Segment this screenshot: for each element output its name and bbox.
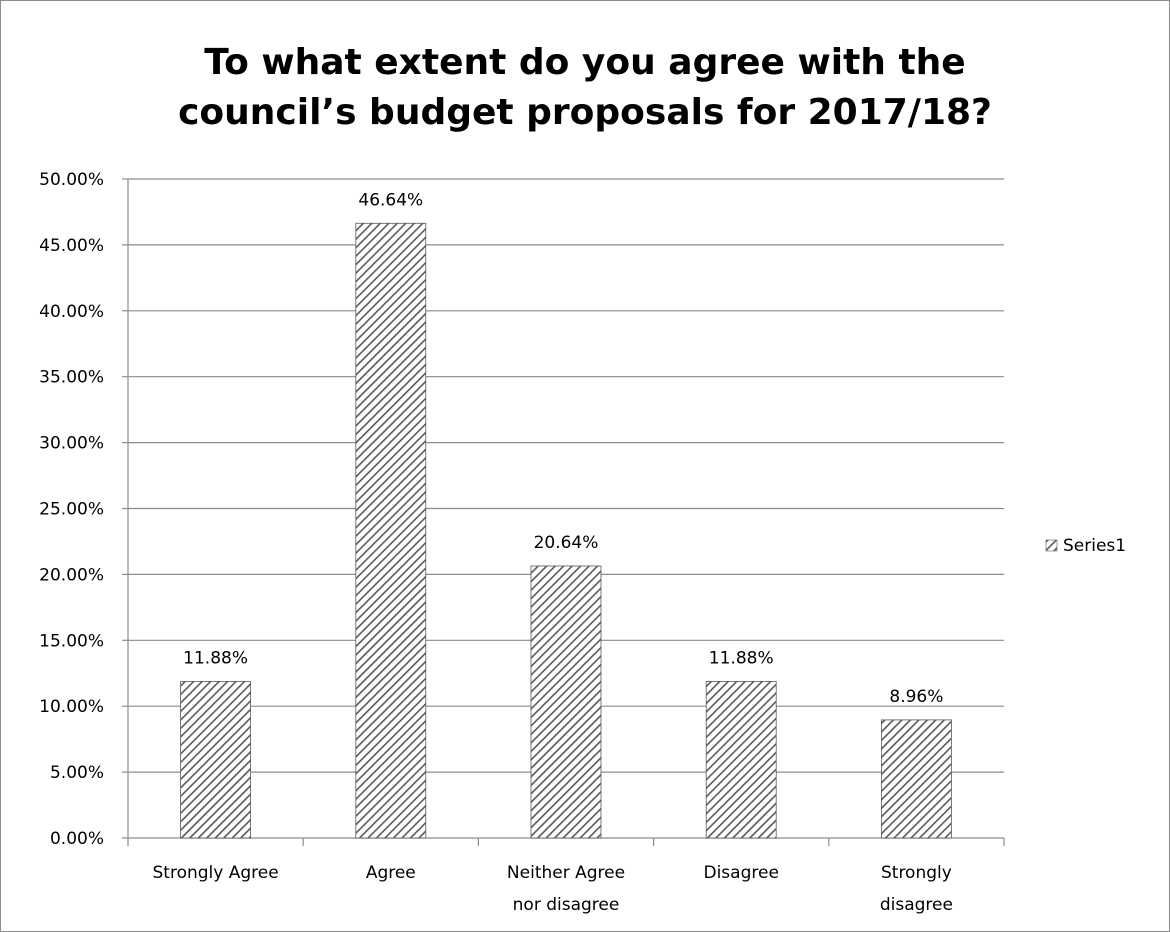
bar <box>180 681 252 839</box>
y-tick-label: 30.00% <box>39 434 104 454</box>
y-tick-label: 35.00% <box>39 368 104 388</box>
data-label: 8.96% <box>889 687 943 707</box>
legend: Series1 <box>1045 536 1126 556</box>
bar <box>355 222 427 839</box>
y-tick-label: 50.00% <box>39 170 104 190</box>
legend-swatch <box>1045 539 1058 552</box>
y-tick-label: 15.00% <box>39 631 104 651</box>
category-label: Agree <box>366 863 416 883</box>
bar <box>705 681 777 839</box>
bars <box>180 222 952 839</box>
legend-label: Series1 <box>1063 536 1126 556</box>
bar <box>530 565 602 839</box>
data-label: 20.64% <box>534 533 599 553</box>
y-tick-label: 20.00% <box>39 565 104 585</box>
category-label: Strongly <box>881 863 952 883</box>
y-tick-label: 40.00% <box>39 302 104 322</box>
category-label: nor disagree <box>513 895 620 915</box>
y-tick-label: 5.00% <box>50 763 104 783</box>
data-label: 46.64% <box>358 190 423 210</box>
category-label: Strongly Agree <box>153 863 279 883</box>
data-label: 11.88% <box>709 648 774 668</box>
chart-title-line-1: To what extent do you agree with the <box>204 42 966 83</box>
y-tick-label: 10.00% <box>39 697 104 717</box>
x-axis: Strongly Agree Agree Neither Agree nor disa… <box>127 837 1005 915</box>
data-labels: 11.88% 46.64% 20.64% 11.88% 8.96% <box>183 190 943 707</box>
chart-title-line-2: council’s budget proposals for 2017/18? <box>178 92 992 133</box>
bar <box>881 719 952 839</box>
category-label: Neither Agree <box>507 863 625 883</box>
y-axis: 0.00% 5.00% 10.00% 15.00% 20.00% 25.00% 30.00%… <box>39 170 129 849</box>
data-label: 11.88% <box>183 648 248 668</box>
y-tick-label: 45.00% <box>39 236 104 256</box>
category-label: Disagree <box>703 863 778 883</box>
y-tick-label: 0.00% <box>50 829 104 849</box>
y-tick-label: 25.00% <box>39 500 104 520</box>
category-label: disagree <box>880 895 953 915</box>
chart-title: To what extent do you agree with the cou… <box>0 38 1170 138</box>
